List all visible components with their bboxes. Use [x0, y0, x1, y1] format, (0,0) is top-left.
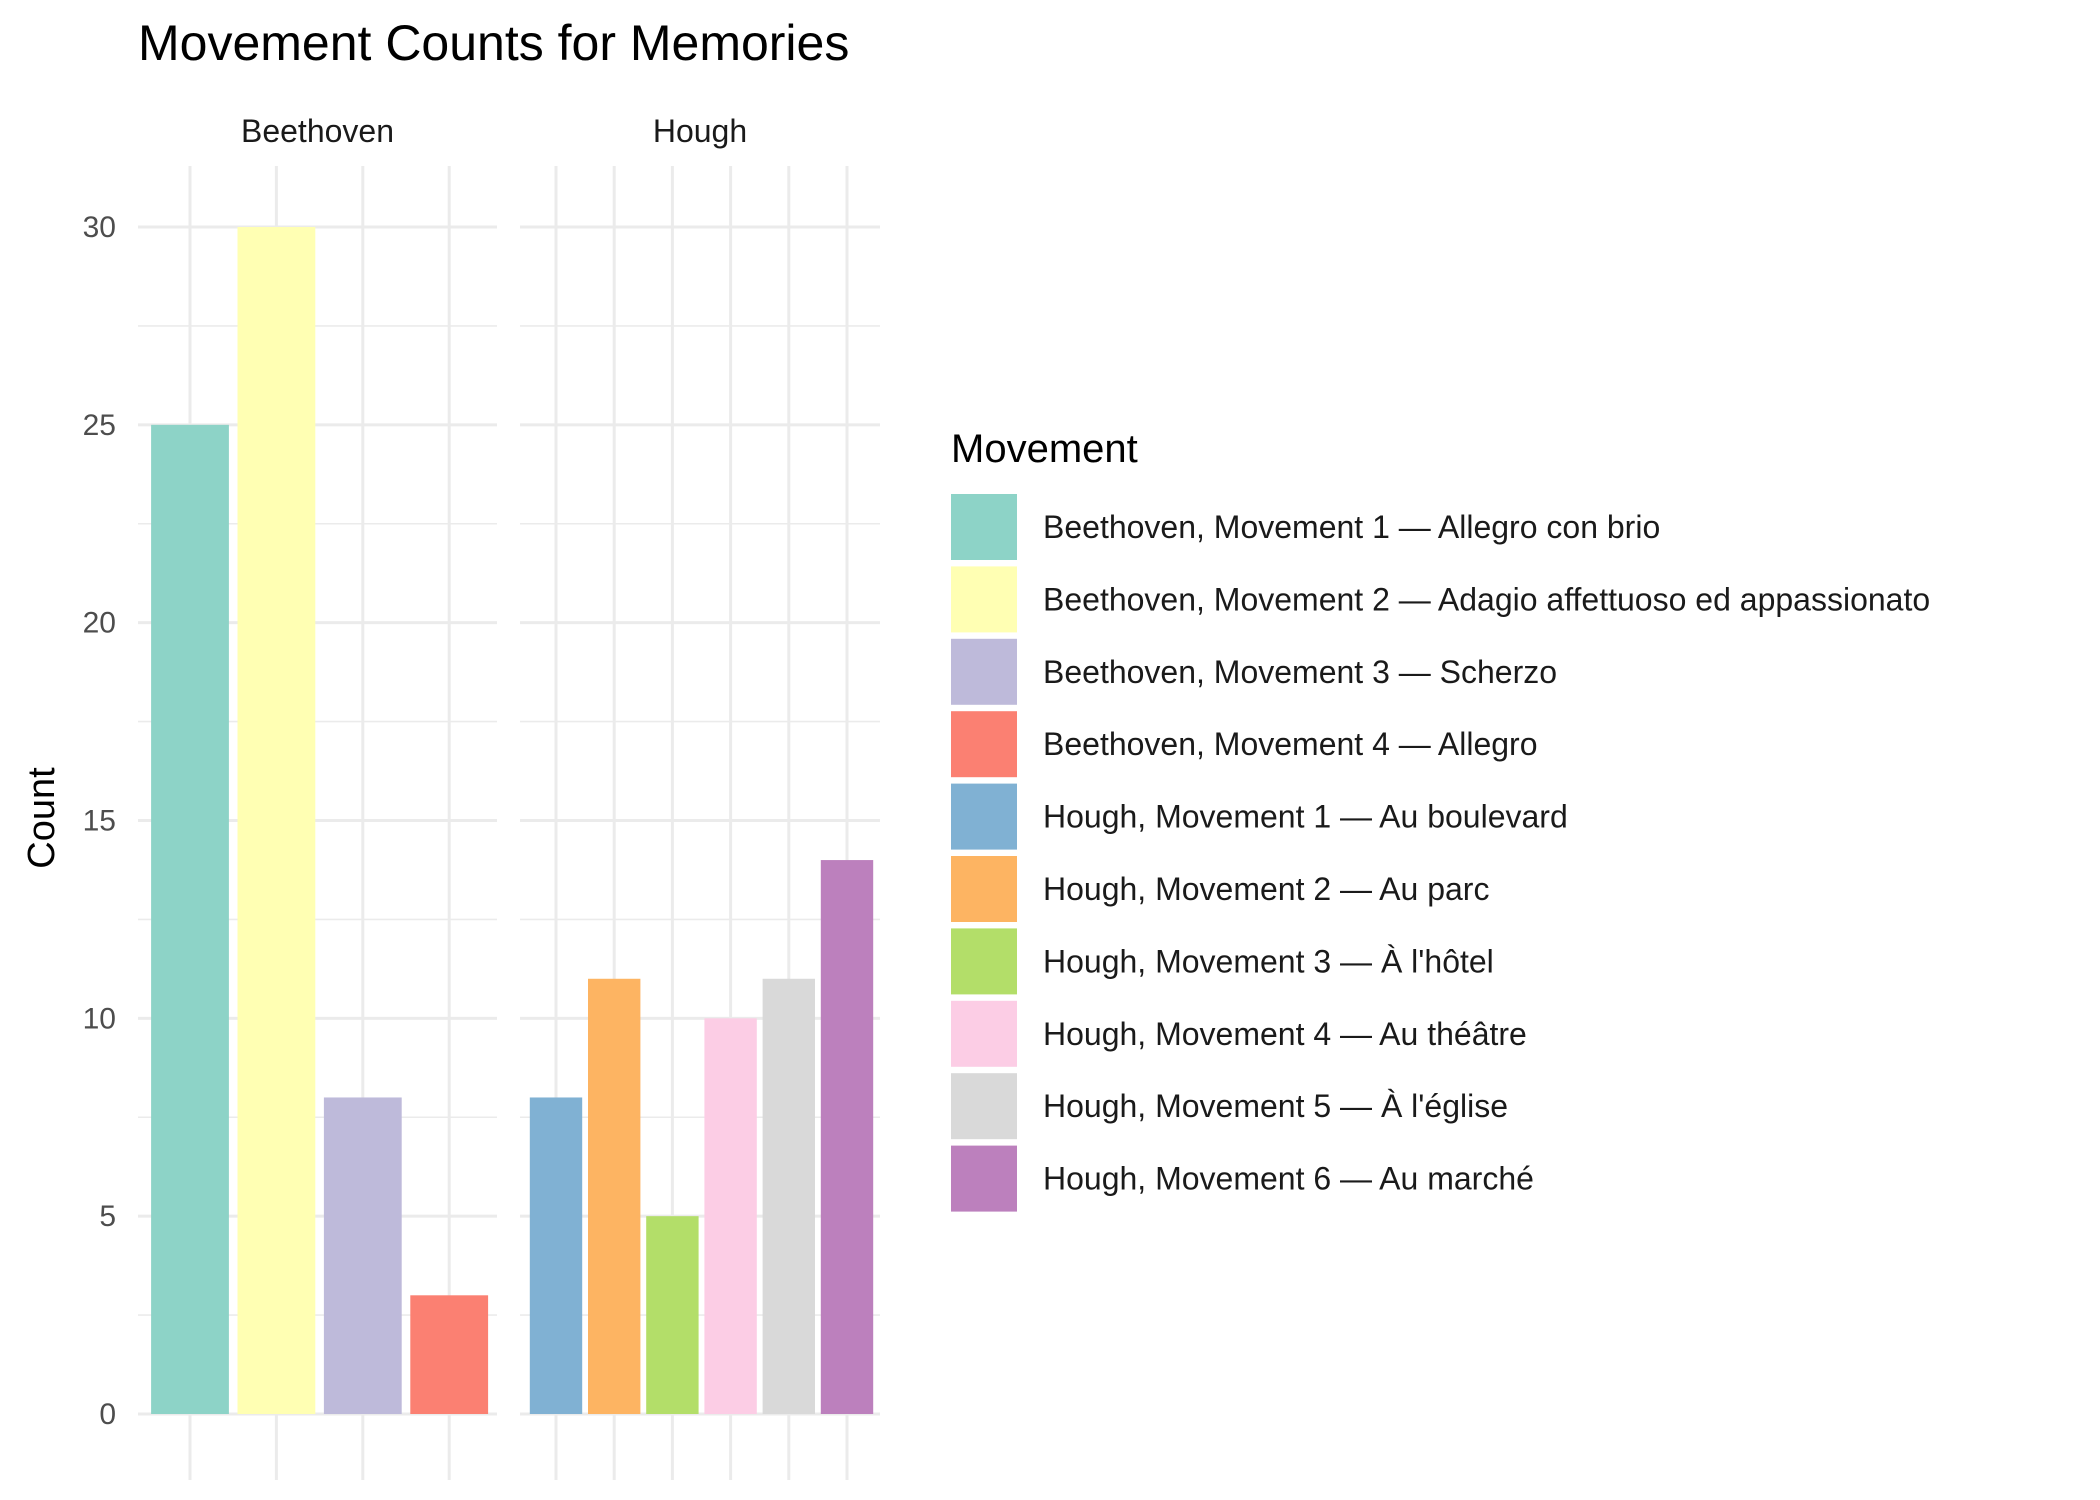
bar-hough-5	[762, 978, 815, 1414]
bar-beethoven-3	[323, 1097, 402, 1414]
legend-key-1	[951, 494, 1017, 560]
y-tick-label: 30	[83, 211, 116, 244]
legend-label-8: Hough, Movement 4 — Au théâtre	[1043, 1016, 1527, 1052]
legend-key-3	[951, 638, 1017, 705]
legend-label-9: Hough, Movement 5 — À l'église	[1043, 1088, 1508, 1124]
y-axis-title: Count	[21, 767, 63, 869]
facet-beethoven: Beethoven	[138, 113, 497, 1480]
legend-label-10: Hough, Movement 6 — Au marché	[1043, 1161, 1534, 1197]
bar-hough-6	[820, 860, 874, 1414]
y-axis-ticks: 0 5 10 15 20 25 30	[83, 211, 116, 1431]
y-tick-label: 5	[99, 1200, 116, 1233]
legend-key-9	[951, 1073, 1017, 1140]
legend-key-8	[951, 1000, 1017, 1067]
bar-hough-1	[529, 1097, 583, 1414]
legend-label-1: Beethoven, Movement 1 — Allegro con brio	[1043, 509, 1660, 545]
y-tick-label: 10	[83, 1002, 116, 1035]
y-tick-label: 0	[99, 1398, 116, 1431]
legend-key-6	[951, 856, 1017, 922]
legend-key-4	[951, 711, 1017, 778]
bar-hough-4	[704, 1018, 757, 1414]
bar-beethoven-4	[410, 1295, 489, 1414]
facet-panels: Beethoven Hough	[138, 113, 880, 1480]
facet-strip-label: Beethoven	[241, 113, 394, 149]
gridlines	[520, 166, 880, 1480]
chart-title: Movement Counts for Memories	[138, 15, 849, 71]
legend-title: Movement	[951, 427, 1138, 471]
legend-label-2: Beethoven, Movement 2 — Adagio affettuos…	[1043, 581, 1930, 617]
legend-key-2	[951, 566, 1017, 633]
legend-label-6: Hough, Movement 2 — Au parc	[1043, 871, 1489, 907]
facet-hough: Hough	[520, 113, 880, 1480]
legend-label-4: Beethoven, Movement 4 — Allegro	[1043, 726, 1538, 762]
legend-label-5: Hough, Movement 1 — Au boulevard	[1043, 799, 1568, 835]
legend-items: Beethoven, Movement 1 — Allegro con brio…	[951, 494, 1930, 1212]
y-tick-label: 20	[83, 607, 116, 640]
facet-strip-label: Hough	[653, 113, 747, 149]
legend-key-7	[951, 928, 1017, 995]
bar-beethoven-1	[151, 424, 229, 1414]
y-tick-label: 25	[83, 409, 116, 442]
bar-beethoven-2	[237, 227, 316, 1414]
bar-hough-2	[588, 978, 641, 1414]
legend: Movement Beethoven, Movement 1 — Allegro…	[951, 427, 1930, 1212]
legend-label-3: Beethoven, Movement 3 — Scherzo	[1043, 654, 1557, 690]
legend-label-7: Hough, Movement 3 — À l'hôtel	[1043, 943, 1494, 979]
legend-key-5	[951, 783, 1017, 850]
y-tick-label: 15	[83, 805, 116, 838]
bar-hough-3	[646, 1216, 699, 1414]
legend-key-10	[951, 1145, 1017, 1212]
